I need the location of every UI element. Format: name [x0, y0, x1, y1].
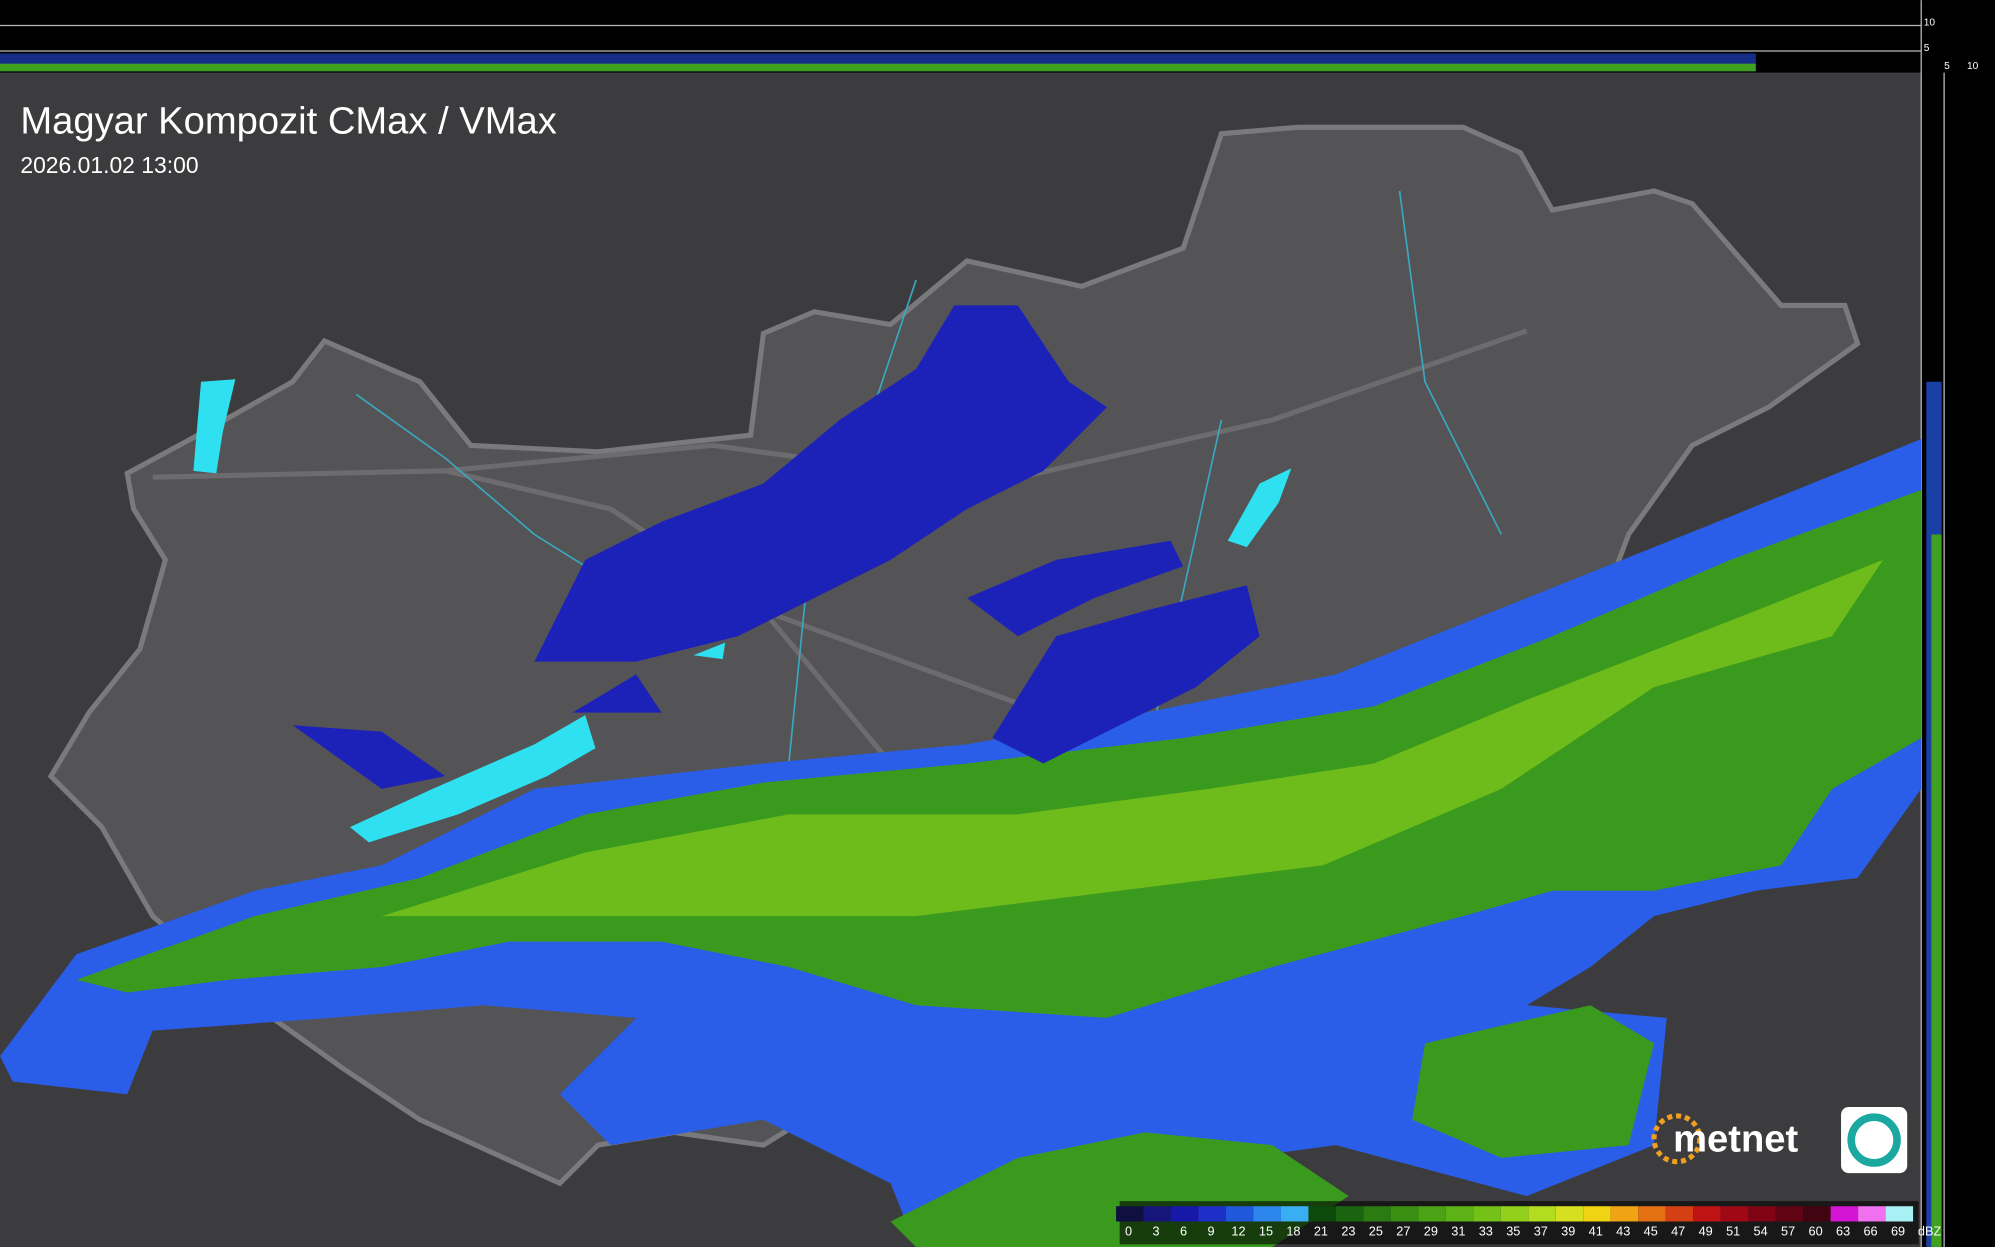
legend-swatch: [1226, 1206, 1254, 1222]
profile-strip: [0, 63, 1756, 72]
legend-label: 39: [1561, 1223, 1575, 1238]
legend-swatch: [1335, 1206, 1364, 1222]
legend-swatch: [1171, 1206, 1199, 1222]
legend-swatch: [1885, 1206, 1914, 1222]
legend-swatch: [1253, 1206, 1281, 1222]
legend-label: 43: [1616, 1223, 1630, 1238]
legend-swatch: [1445, 1206, 1474, 1222]
legend-label: 37: [1534, 1223, 1548, 1238]
legend-swatch: [1720, 1206, 1749, 1222]
legend-swatch: [1390, 1206, 1419, 1222]
radar-echo-weak: [292, 305, 1260, 789]
legend-label: 69: [1891, 1223, 1905, 1238]
legend-label: 49: [1699, 1223, 1713, 1238]
radar-echo-strong: [381, 559, 1884, 917]
lake: [693, 642, 726, 660]
logo-sun: [1651, 1113, 1703, 1165]
legend-swatch: [1473, 1206, 1501, 1222]
legend-label: 18: [1286, 1223, 1300, 1238]
legend-swatch: [1528, 1206, 1556, 1222]
legend-swatch: [1748, 1206, 1776, 1222]
legend-swatch: [1116, 1206, 1144, 1222]
legend-label: 6: [1180, 1223, 1187, 1238]
legend-label: 60: [1809, 1223, 1823, 1238]
legend-swatch: [1610, 1206, 1639, 1222]
axis-label: 10: [1924, 18, 1936, 29]
logo-icon-swirl: [1847, 1113, 1901, 1167]
legend-unit: dBZ: [1918, 1223, 1942, 1238]
legend-swatch: [1280, 1206, 1309, 1222]
legend-label: 66: [1863, 1223, 1877, 1238]
legend-label: 3: [1152, 1223, 1159, 1238]
axis-label: 5: [1924, 43, 1930, 54]
radar-echo-moderate: [890, 1005, 1655, 1247]
legend-label: 31: [1451, 1223, 1465, 1238]
legend-swatch: [1775, 1206, 1804, 1222]
map-title: Magyar Kompozit CMax / VMax: [20, 100, 556, 143]
logo: metnet: [1651, 1106, 1908, 1174]
lake: [349, 715, 596, 843]
legend-label: 33: [1479, 1223, 1493, 1238]
logo-text: metnet: [1673, 1118, 1798, 1161]
legend-label: 27: [1396, 1223, 1410, 1238]
legend-swatch: [1198, 1206, 1227, 1222]
legend: 0 3 6 9 12 15 18 21 23 25 27 29 31 33 35 37 39 41 43 45 47 49…: [1116, 1206, 1941, 1238]
legend-swatch: [1500, 1206, 1529, 1222]
legend-label: 54: [1754, 1223, 1768, 1238]
legend-label: 0: [1125, 1223, 1132, 1238]
legend-label: 57: [1781, 1223, 1795, 1238]
legend-swatch: [1308, 1206, 1336, 1222]
axis-label: 10: [1967, 61, 1979, 72]
legend-label: 63: [1836, 1223, 1850, 1238]
axis-label: 5: [1944, 61, 1950, 72]
lake: [1227, 468, 1292, 548]
legend-label: 51: [1726, 1223, 1740, 1238]
legend-label: 21: [1314, 1223, 1328, 1238]
lake: [193, 379, 236, 474]
legend-label: 9: [1207, 1223, 1214, 1238]
legend-swatch: [1143, 1206, 1172, 1222]
legend-label: 35: [1506, 1223, 1520, 1238]
legend-label: 12: [1231, 1223, 1245, 1238]
legend-swatch: [1638, 1206, 1666, 1222]
legend-swatch: [1803, 1206, 1831, 1222]
legend-label: 47: [1671, 1223, 1685, 1238]
legend-swatch: [1830, 1206, 1859, 1222]
legend-swatch: [1583, 1206, 1611, 1222]
legend-swatch: [1418, 1206, 1446, 1222]
legend-label: 15: [1259, 1223, 1273, 1238]
legend-label: 29: [1424, 1223, 1438, 1238]
legend-swatch: [1858, 1206, 1886, 1222]
legend-label: 23: [1341, 1223, 1355, 1238]
legend-swatch: [1665, 1206, 1694, 1222]
profile-strip: [1931, 534, 1942, 1247]
timestamp: 2026.01.02 13:00: [20, 152, 198, 178]
legend-swatch: [1363, 1206, 1391, 1222]
legend-label: 41: [1589, 1223, 1603, 1238]
legend-swatch: [1693, 1206, 1721, 1222]
legend-swatch: [1555, 1206, 1584, 1222]
legend-label: 45: [1644, 1223, 1658, 1238]
legend-label: 25: [1369, 1223, 1383, 1238]
